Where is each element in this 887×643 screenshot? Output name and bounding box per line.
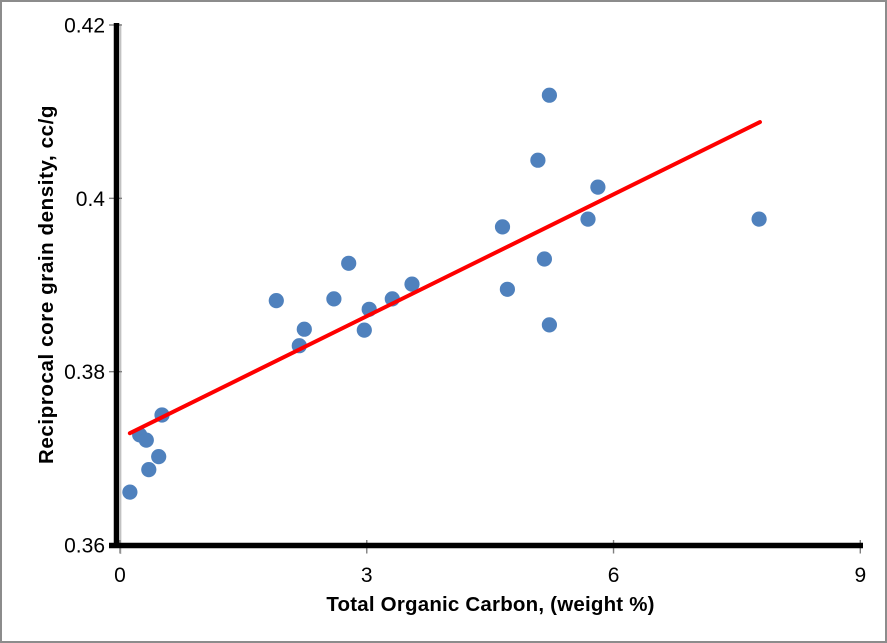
- data-point: [530, 152, 546, 168]
- data-point: [541, 87, 558, 103]
- trendline: [127, 120, 762, 436]
- data-point: [499, 281, 515, 297]
- data-point: [404, 276, 420, 292]
- x-tick-label: 3: [361, 564, 373, 587]
- data-point: [122, 484, 138, 500]
- data-point: [341, 255, 357, 271]
- data-point: [494, 219, 511, 235]
- y-tick-label: 0.36: [64, 535, 105, 558]
- x-axis-title: Total Organic Carbon, (weight %): [326, 593, 655, 616]
- data-point: [151, 449, 167, 465]
- data-point: [356, 322, 372, 338]
- data-point: [541, 317, 558, 333]
- data-point: [326, 291, 342, 307]
- y-axis-title: Reciprocal core grain density, cc/g: [35, 105, 58, 465]
- x-tick-label: 0: [114, 564, 126, 587]
- y-tick-label: 0.38: [64, 361, 105, 384]
- x-tick-label: 6: [608, 564, 620, 587]
- data-point: [138, 432, 154, 448]
- data-point: [590, 179, 606, 195]
- data-point: [751, 211, 767, 227]
- data-point: [268, 293, 284, 309]
- data-point: [580, 211, 596, 227]
- x-tick-label: 9: [854, 564, 866, 587]
- data-point: [536, 251, 553, 267]
- y-tick-label: 0.42: [64, 15, 105, 38]
- data-point: [141, 462, 157, 478]
- y-tick-label: 0.4: [76, 188, 106, 211]
- data-point: [296, 321, 312, 337]
